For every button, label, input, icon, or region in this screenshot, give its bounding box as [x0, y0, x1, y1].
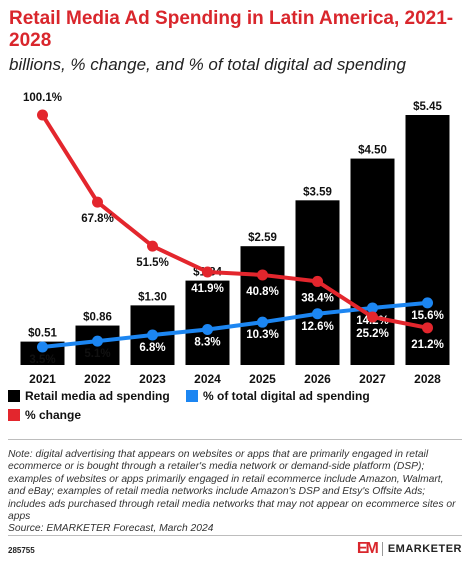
change-label-2028: 21.2% — [411, 339, 444, 351]
bar-label-2025: $2.59 — [248, 232, 277, 244]
x-tick-2022: 2022 — [84, 372, 111, 386]
x-tick-2023: 2023 — [139, 372, 166, 386]
brand-mark-icon: EM — [356, 540, 379, 557]
legend-item-share: % of total digital ad spending — [186, 389, 370, 403]
bar-label-2027: $4.50 — [358, 145, 387, 157]
legend-swatch-blue — [186, 390, 198, 402]
bar-2024 — [185, 280, 230, 365]
share-point-2021 — [37, 341, 48, 353]
change-label-2026: 38.4% — [301, 292, 334, 304]
chart-subtitle: billions, % change, and % of total digit… — [9, 55, 406, 74]
bar-label-2026: $3.59 — [303, 186, 332, 198]
note-body: Note: digital advertising that appears o… — [8, 449, 456, 523]
divider-bottom — [8, 535, 462, 536]
share-label-2023: 6.8% — [139, 342, 165, 354]
share-label-2028: 15.6% — [411, 310, 444, 322]
x-tick-2021: 2021 — [29, 372, 56, 386]
legend-swatch-red — [8, 409, 20, 421]
change-point-2021 — [37, 109, 48, 121]
change-point-2024 — [202, 266, 213, 278]
bar-2025 — [240, 246, 285, 365]
change-label-2021: 100.1% — [23, 92, 62, 104]
bar-label-2021: $0.51 — [28, 328, 57, 340]
divider-top — [8, 439, 462, 440]
share-label-2026: 12.6% — [301, 321, 334, 333]
x-tick-2027: 2027 — [359, 372, 386, 386]
share-label-2022: 5.1% — [84, 348, 110, 360]
x-tick-2028: 2028 — [414, 372, 441, 386]
bar-2027 — [350, 158, 395, 365]
share-label-2025: 10.3% — [246, 329, 279, 341]
brand-name: EMARKETER — [387, 543, 462, 555]
change-point-2028 — [422, 322, 433, 334]
bar-label-group: $0.51$0.86$1.30$1.84$2.59$3.59$4.50$5.45 — [28, 101, 442, 340]
share-point-2027 — [367, 302, 378, 314]
chart-title: Retail Media Ad Spending in Latin Americ… — [9, 8, 454, 51]
share-point-2024 — [202, 323, 213, 335]
legend-swatch-black — [8, 390, 20, 402]
source-text: Source: EMARKETER Forecast, March 2024 — [8, 523, 214, 535]
bar-label-2022: $0.86 — [83, 312, 112, 324]
brand-separator — [381, 542, 383, 556]
bar-label-2023: $1.30 — [138, 291, 167, 303]
legend-label-change: % change — [25, 408, 82, 422]
change-point-2022 — [92, 196, 103, 208]
legend-item-retail-media: Retail media ad spending — [8, 389, 170, 403]
x-tick-2024: 2024 — [194, 372, 221, 386]
legend-label-share: % of total digital ad spending — [203, 389, 370, 403]
note-text: Note: digital advertising that appears o… — [8, 449, 463, 536]
change-point-2023 — [147, 240, 158, 252]
change-label-2024: 41.9% — [191, 283, 224, 295]
legend-label-retail-media: Retail media ad spending — [25, 389, 170, 403]
share-point-2028 — [422, 297, 433, 309]
change-point-2027 — [367, 311, 378, 323]
change-label-2027: 25.2% — [356, 328, 389, 340]
x-tick-2026: 2026 — [304, 372, 331, 386]
change-label-2022: 67.8% — [81, 213, 114, 225]
chart-plot: $0.51$0.86$1.30$1.84$2.59$3.59$4.50$5.45… — [20, 92, 450, 386]
change-point-2025 — [257, 269, 268, 281]
x-tick-2025: 2025 — [249, 372, 276, 386]
x-tick-group: 2021 2022 2023 2024 2025 2026 2027 2028 — [29, 372, 441, 386]
chart-id: 285755 — [8, 546, 35, 555]
change-line — [40, 113, 428, 330]
change-label-2025: 40.8% — [246, 286, 279, 298]
share-point-2025 — [257, 316, 268, 328]
share-point-2026 — [312, 308, 323, 320]
brand-logo: EM EMARKETER — [357, 540, 462, 558]
share-label-2021: 3.5% — [29, 354, 55, 366]
change-point-2026 — [312, 275, 323, 287]
share-point-2023 — [147, 329, 158, 341]
legend-item-change: % change — [8, 408, 81, 422]
bar-label-2028: $5.45 — [413, 101, 442, 113]
change-line-group: 100.1% 67.8% 51.5% 41.9% 40.8% 38.4% 25.2% 21.2… — [23, 92, 444, 351]
share-label-2024: 8.3% — [194, 336, 220, 348]
change-label-2023: 51.5% — [136, 257, 169, 269]
share-point-2022 — [92, 335, 103, 347]
